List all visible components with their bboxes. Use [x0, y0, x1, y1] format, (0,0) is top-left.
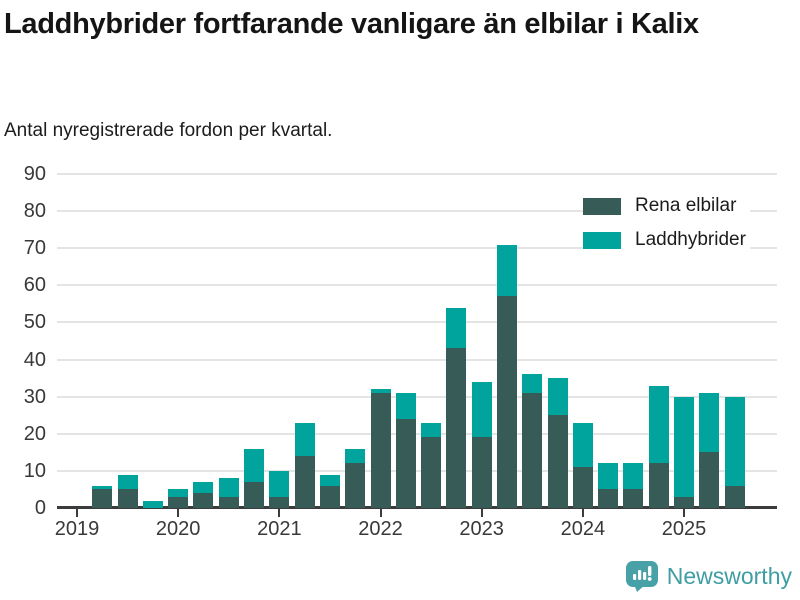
bar-segment-laddhybrider-2023-q2 — [496, 244, 517, 297]
y-axis-label-80: 80 — [23, 200, 46, 223]
x-axis-label-2021: 2021 — [257, 518, 302, 540]
chart-legend: Rena elbilar Laddhybrider — [583, 193, 750, 261]
y-axis-label-90: 90 — [23, 163, 46, 185]
bar-segment-laddhybrider-2019-q2 — [92, 485, 113, 490]
bar-segment-rena-elbilar-2022-q2 — [395, 418, 416, 508]
stacked-bar-chart: Rena elbilar Laddhybrider 0 10 20 30 40 50 60 7… — [0, 160, 800, 600]
bar-segment-rena-elbilar-2022-q1 — [370, 392, 391, 508]
bar-segment-rena-elbilar-2020-q1 — [168, 496, 189, 508]
gridline-y-10 — [57, 469, 777, 472]
bar-segment-rena-elbilar-2021-q1 — [269, 496, 290, 508]
bar-segment-rena-elbilar-2022-q4 — [446, 348, 467, 508]
bar-segment-rena-elbilar-2023-q2 — [496, 296, 517, 508]
newsworthy-logo: Newsworthy — [625, 560, 792, 592]
gridline-y-30 — [57, 395, 777, 398]
x-tick-2022 — [379, 509, 382, 517]
y-axis-label-0: 0 — [34, 497, 46, 519]
bar-segment-laddhybrider-2022-q1 — [370, 389, 391, 393]
x-axis-line — [57, 506, 777, 509]
y-axis-label-40: 40 — [23, 348, 46, 371]
x-axis-label-2024: 2024 — [560, 518, 606, 540]
x-tick-2020 — [177, 509, 180, 517]
x-axis-label-2023: 2023 — [459, 518, 504, 540]
bar-segment-laddhybrider-2025-q2 — [699, 392, 720, 453]
y-axis-label-50: 50 — [23, 311, 46, 334]
bar-segment-rena-elbilar-2025-q2 — [699, 452, 720, 508]
bar-segment-rena-elbilar-2021-q3 — [319, 485, 340, 508]
y-axis-label-10: 10 — [23, 459, 46, 482]
bar-segment-laddhybrider-2019-q4 — [142, 500, 163, 508]
bar-segment-laddhybrider-2020-q3 — [218, 478, 239, 497]
bar-segment-rena-elbilar-2024-q4 — [648, 463, 669, 508]
legend-label-hybrid: Laddhybrider — [635, 229, 746, 250]
gridline-y-90 — [57, 173, 777, 175]
bar-segment-rena-elbilar-2019-q3 — [117, 489, 138, 508]
x-tick-2024 — [581, 509, 584, 517]
y-axis-label-60: 60 — [23, 274, 46, 297]
bar-segment-laddhybrider-2021-q2 — [294, 422, 315, 457]
bar-segment-laddhybrider-2022-q3 — [421, 422, 442, 438]
bar-segment-rena-elbilar-2023-q3 — [522, 392, 543, 508]
legend-label-electric: Rena elbilar — [635, 195, 737, 216]
bar-segment-laddhybrider-2023-q4 — [547, 378, 568, 416]
bar-segment-rena-elbilar-2021-q4 — [345, 463, 366, 508]
bar-segment-laddhybrider-2021-q1 — [269, 470, 290, 497]
y-axis-label-20: 20 — [23, 422, 46, 445]
bar-segment-rena-elbilar-2025-q3 — [724, 485, 745, 508]
gridline-y-20 — [57, 432, 777, 435]
x-axis-label-2019: 2019 — [54, 518, 100, 540]
chart-subtitle: Antal nyregistrerade fordon per kvartal. — [4, 120, 333, 141]
x-tick-2021 — [278, 509, 281, 517]
bar-segment-rena-elbilar-2020-q3 — [218, 496, 239, 508]
bar-segment-rena-elbilar-2022-q3 — [421, 437, 442, 508]
x-tick-2019 — [76, 509, 78, 517]
bar-segment-rena-elbilar-2020-q2 — [193, 493, 214, 508]
legend-item-electric: Rena elbilar — [583, 193, 750, 219]
bar-segment-laddhybrider-2025-q1 — [674, 396, 695, 497]
gridline-y-50 — [57, 321, 777, 324]
bar-segment-rena-elbilar-2025-q1 — [674, 496, 695, 508]
bar-segment-laddhybrider-2020-q4 — [244, 448, 265, 482]
y-axis-label-70: 70 — [23, 237, 46, 260]
bar-segment-laddhybrider-2023-q1 — [471, 381, 492, 438]
bar-segment-laddhybrider-2024-q3 — [623, 463, 644, 490]
bar-segment-rena-elbilar-2021-q2 — [294, 456, 315, 508]
x-tick-2023 — [480, 509, 483, 517]
x-axis-label-2025: 2025 — [661, 518, 707, 540]
bar-segment-rena-elbilar-2024-q2 — [598, 489, 619, 508]
bar-segment-laddhybrider-2024-q1 — [572, 422, 593, 468]
bar-segment-laddhybrider-2025-q3 — [724, 396, 745, 486]
bar-segment-laddhybrider-2022-q4 — [446, 307, 467, 349]
x-tick-2025 — [683, 509, 686, 517]
bar-segment-rena-elbilar-2020-q4 — [244, 482, 265, 508]
bar-segment-laddhybrider-2023-q3 — [522, 374, 543, 393]
bar-segment-laddhybrider-2019-q3 — [117, 474, 138, 490]
bar-segment-rena-elbilar-2024-q1 — [572, 467, 593, 508]
gridline-y-70 — [57, 247, 777, 250]
legend-item-hybrid: Laddhybrider — [583, 227, 750, 253]
page-title: Laddhybrider fortfarande vanligare än el… — [4, 8, 699, 40]
bar-segment-laddhybrider-2024-q4 — [648, 385, 669, 464]
x-axis-label-2020: 2020 — [155, 518, 201, 540]
bar-chart-speech-bubble-icon — [625, 561, 658, 592]
x-axis-label-2022: 2022 — [358, 518, 403, 540]
gridline-y-60 — [57, 284, 777, 287]
y-axis-label-30: 30 — [23, 385, 46, 408]
bar-segment-rena-elbilar-2023-q4 — [547, 415, 568, 508]
brand-name: Newsworthy — [666, 562, 792, 589]
bar-segment-laddhybrider-2024-q2 — [598, 463, 619, 490]
bar-segment-laddhybrider-2022-q2 — [395, 392, 416, 419]
bar-segment-rena-elbilar-2024-q3 — [623, 489, 644, 508]
bar-segment-rena-elbilar-2019-q2 — [92, 489, 113, 508]
legend-swatch-hybrid — [583, 231, 621, 249]
bar-segment-laddhybrider-2020-q1 — [168, 489, 189, 497]
gridline-y-80 — [57, 210, 777, 213]
bar-segment-laddhybrider-2021-q4 — [345, 448, 366, 464]
gridline-y-40 — [57, 358, 777, 361]
bar-segment-rena-elbilar-2023-q1 — [471, 437, 492, 508]
bar-segment-laddhybrider-2020-q2 — [193, 482, 214, 494]
legend-swatch-electric — [583, 197, 621, 215]
bar-segment-laddhybrider-2021-q3 — [319, 474, 340, 486]
